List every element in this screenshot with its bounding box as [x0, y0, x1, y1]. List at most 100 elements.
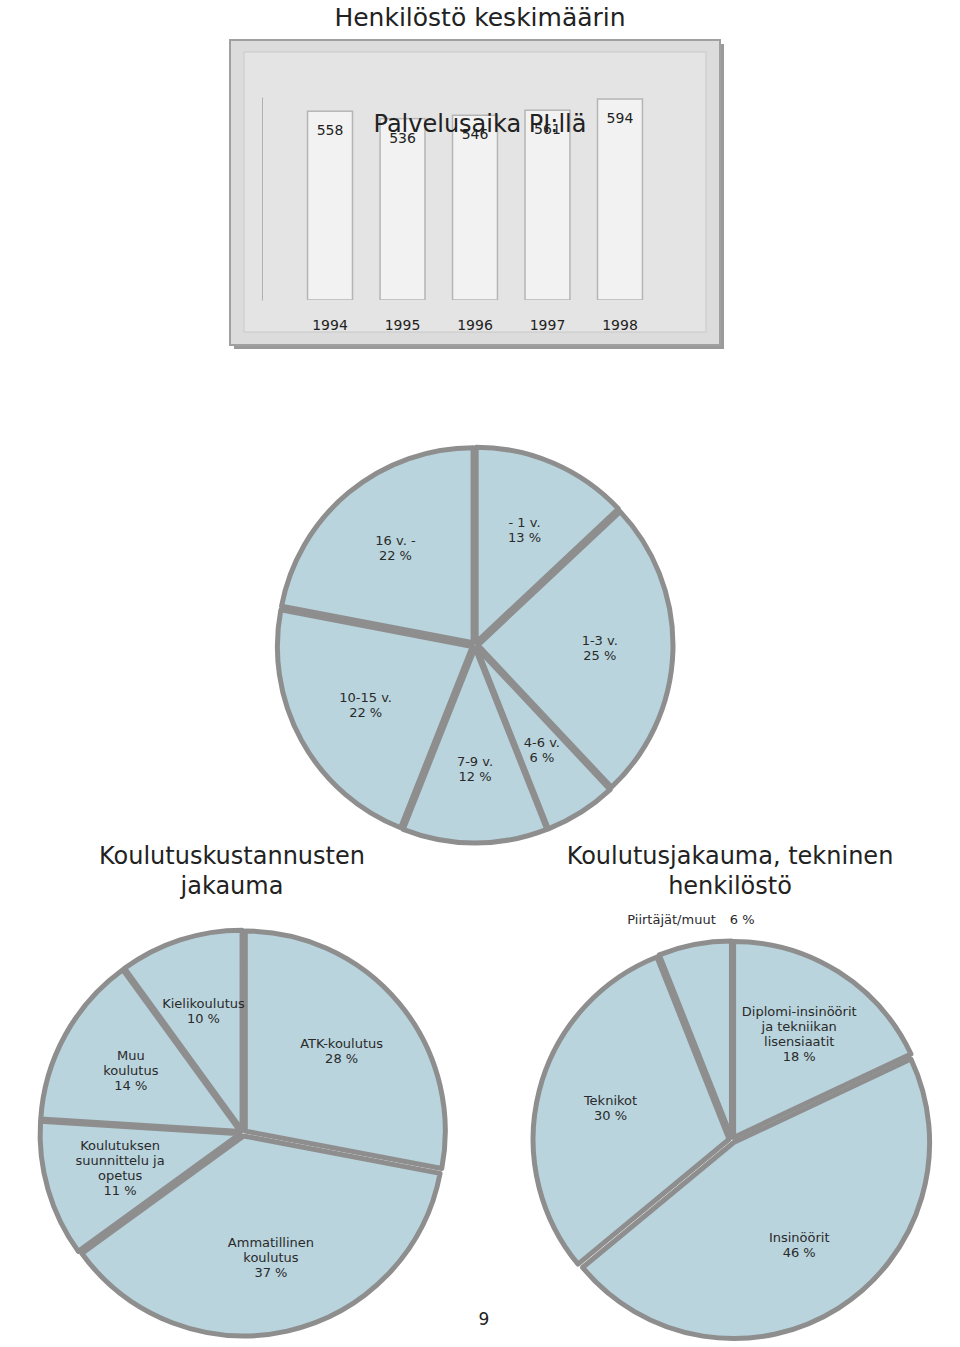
value-label: 37 % — [254, 1265, 287, 1280]
bar — [308, 111, 353, 300]
x-axis: 1994 1995 1996 1997 1998 — [312, 300, 638, 333]
x-tick-label: 1998 — [602, 317, 638, 333]
value-label: 25 % — [583, 648, 616, 663]
data-label: 558 — [317, 122, 344, 138]
slice-label: Diplomi-insinööritja tekniikanlisensiaat… — [742, 1004, 857, 1064]
slice-label: Koulutuksensuunnittelu jaopetus11 % — [76, 1138, 165, 1198]
label-line: opetus — [98, 1168, 143, 1183]
panel-inner — [244, 52, 706, 332]
bar — [598, 99, 643, 300]
slice — [125, 930, 243, 1130]
panel-shadow — [234, 44, 724, 349]
label-line: suunnittelu ja — [76, 1153, 165, 1168]
bar — [525, 110, 570, 300]
slice-label: ATK-koulutus28 % — [300, 1036, 383, 1066]
slice-label: 1-3 v.25 % — [582, 633, 618, 663]
slice-label: Ammatillinenkoulutus37 % — [228, 1235, 314, 1280]
slices — [40, 930, 445, 1336]
x-tick-label: 1997 — [530, 317, 566, 333]
value-label: 46 % — [783, 1245, 816, 1260]
value-label: 12 % — [458, 769, 491, 784]
title: Henkilöstö keskimäärin — [334, 3, 625, 32]
value-label: 11 % — [104, 1183, 137, 1198]
slice-label: 7-9 v.12 % — [457, 754, 493, 784]
value-label: 18 % — [783, 1049, 816, 1064]
slice-label: Muukoulutus14 % — [103, 1048, 158, 1093]
x-tick-label: 1996 — [457, 317, 493, 333]
value-label: 14 % — [114, 1078, 147, 1093]
slice-label: Kielikoulutus10 % — [162, 996, 245, 1026]
slice-label: Teknikot30 % — [583, 1093, 637, 1123]
value-label: 22 % — [349, 705, 382, 720]
label-line: 1-3 v. — [582, 633, 618, 648]
slice-label: - 1 v.13 % — [508, 515, 541, 545]
label-line: Diplomi-insinöörit — [742, 1004, 857, 1019]
x-tick: 1997 — [530, 300, 566, 333]
label-line: Muu — [117, 1048, 145, 1063]
slice-labels: - 1 v.13 %1-3 v.25 %4-6 v.6 %7-9 v.12 %1… — [339, 515, 618, 784]
slice-label: 4-6 v.6 % — [524, 735, 560, 765]
label-line: Kielikoulutus — [162, 996, 245, 1011]
value-label: 28 % — [325, 1051, 358, 1066]
page: Henkilöstö keskimäärin 558536546561594 199… — [0, 0, 960, 1347]
slices — [533, 941, 930, 1338]
bar — [453, 115, 498, 300]
slice — [245, 931, 445, 1168]
panel — [230, 40, 720, 345]
value-label: 10 % — [187, 1011, 220, 1026]
slice — [40, 1121, 240, 1251]
label-line: - 1 v. — [509, 515, 541, 530]
y-axis — [262, 98, 263, 301]
bars — [308, 99, 643, 300]
value-label: 22 % — [379, 548, 412, 563]
data-labels: 558536546561594 — [317, 110, 634, 146]
y-axis-line — [262, 98, 263, 301]
value-label: 13 % — [508, 530, 541, 545]
slices — [277, 447, 673, 843]
slice-label: 10-15 v.22 % — [339, 690, 392, 720]
x-tick-label: 1995 — [385, 317, 421, 333]
label-line: koulutus — [103, 1063, 158, 1078]
x-tick: 1995 — [385, 300, 421, 333]
bar-chart: Henkilöstö keskimäärin 558536546561594 199… — [230, 3, 724, 349]
label-line: Insinöörit — [769, 1230, 830, 1245]
slice — [277, 610, 472, 828]
label-line: 16 v. - — [375, 533, 416, 548]
label-line: lisensiaatit — [764, 1034, 834, 1049]
value-label: 30 % — [594, 1108, 627, 1123]
value-label: 6 % — [730, 912, 755, 927]
slice-label: Piirtäjät/muut 6 % — [627, 912, 754, 927]
label-line: ja tekniikan — [761, 1019, 837, 1034]
pie-chart: Palvelusaika PI:llä - 1 v.13 % 1-3 v.25 % 4… — [277, 110, 673, 843]
slice-labels: ATK-koulutus28 %Ammatillinenkoulutus37 %… — [76, 996, 384, 1280]
label-line: 10-15 v. — [339, 690, 392, 705]
title: Koulutusjakauma, tekninenhenkilöstö — [567, 842, 894, 900]
x-tick-label: 1994 — [312, 317, 348, 333]
slice-labels: Diplomi-insinööritja tekniikanlisensiaat… — [583, 912, 857, 1260]
title-line: jakauma — [180, 872, 284, 900]
slice — [282, 448, 474, 643]
data-label: 594 — [607, 110, 634, 126]
bar — [380, 119, 425, 300]
slice-label: 16 v. -22 % — [375, 533, 416, 563]
label-line: ATK-koulutus — [300, 1036, 383, 1051]
label-line: Teknikot — [583, 1093, 637, 1108]
slice-label: Insinöörit46 % — [769, 1230, 830, 1260]
title-line: Koulutuskustannusten — [99, 842, 365, 870]
x-tick: 1994 — [312, 300, 348, 333]
label-line: Koulutuksen — [80, 1138, 160, 1153]
value-label: 6 % — [529, 750, 554, 765]
title: Palvelusaika PI:llä — [374, 110, 587, 138]
label-line: koulutus — [243, 1250, 298, 1265]
x-tick: 1996 — [457, 300, 493, 333]
title-line: Palvelusaika PI:llä — [374, 110, 587, 138]
title-line: Koulutusjakauma, tekninen — [567, 842, 894, 870]
title: Koulutuskustannustenjakauma — [99, 842, 365, 900]
label-line: Piirtäjät/muut — [627, 912, 715, 927]
page-number: 9 — [479, 1309, 490, 1329]
x-tick: 1998 — [602, 300, 638, 333]
label-line: Ammatillinen — [228, 1235, 314, 1250]
label-line: 7-9 v. — [457, 754, 493, 769]
pie-chart: Koulutusjakauma, tekninenhenkilöstö Diplo… — [533, 842, 930, 1339]
label-line: 4-6 v. — [524, 735, 560, 750]
